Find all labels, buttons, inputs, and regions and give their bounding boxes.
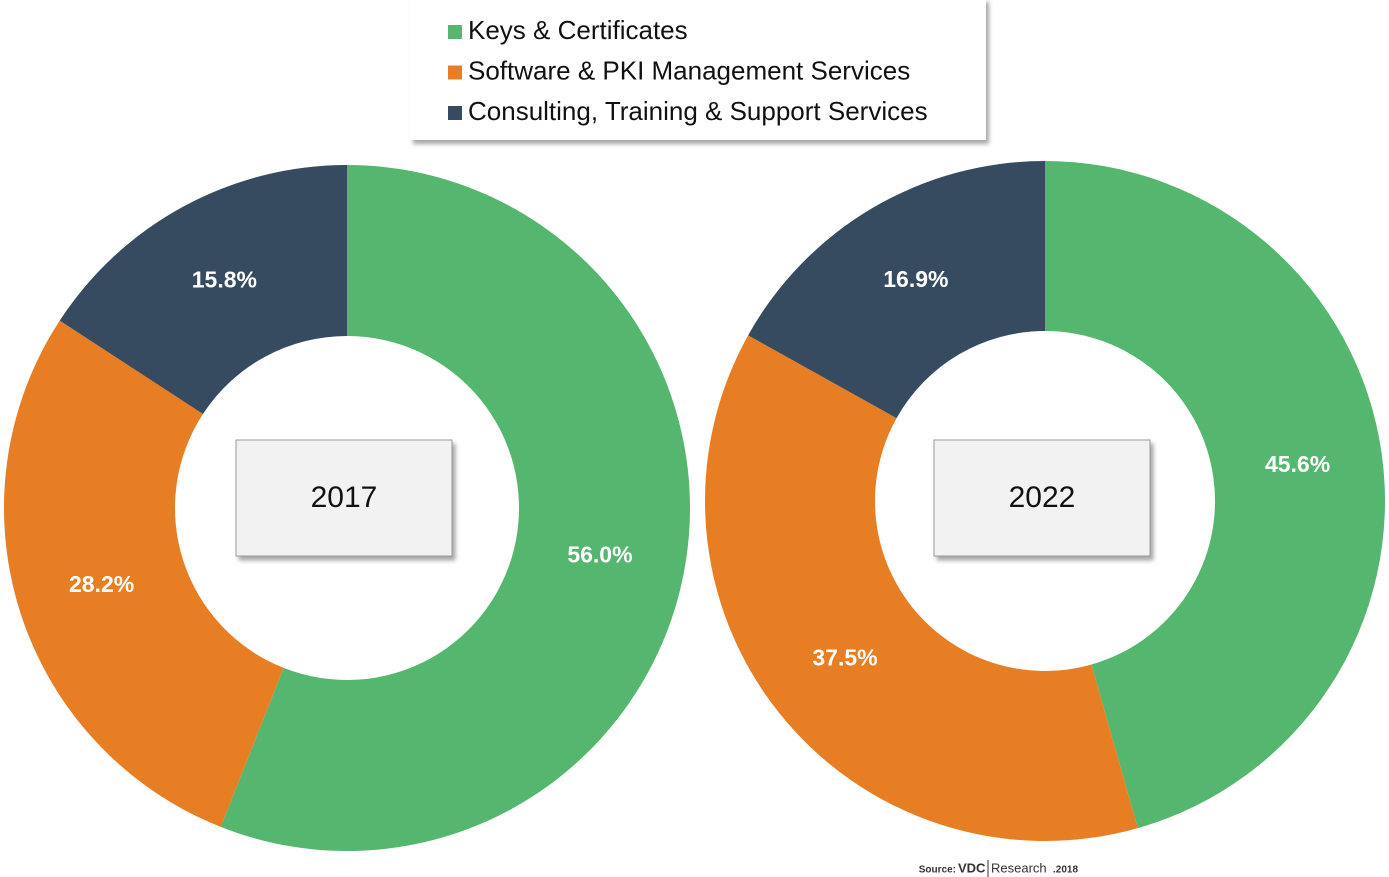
data-label: 15.8% xyxy=(192,267,257,293)
legend-swatch xyxy=(448,25,462,39)
legend-box xyxy=(410,0,986,140)
center-box xyxy=(235,439,453,557)
source-year: .2018 xyxy=(1053,865,1078,876)
center-label: 2022 xyxy=(1009,481,1076,514)
donut-slice xyxy=(705,335,1138,842)
legend-swatch xyxy=(448,65,462,80)
center-box xyxy=(933,439,1151,557)
donut-slice xyxy=(3,320,284,827)
source-brand-right: Research xyxy=(991,860,1047,875)
source-prefix: Source: xyxy=(919,865,956,876)
legend-swatch xyxy=(448,106,462,120)
legend-label: Software & PKI Management Services xyxy=(468,55,910,85)
data-label: 56.0% xyxy=(567,541,632,567)
data-label: 37.5% xyxy=(812,644,877,670)
data-label: 28.2% xyxy=(69,571,134,597)
donut-slice xyxy=(1045,161,1386,829)
donut-slice xyxy=(748,161,1045,419)
donut-slice xyxy=(59,165,348,415)
donut-slice xyxy=(220,165,690,851)
source-brand-left: VDC xyxy=(958,860,986,875)
donuts: 56.0% 28.2% 15.8% 2017 45.6% 37.5% 16.9% 2022 xyxy=(3,161,1386,851)
legend-label: Keys & Certificates xyxy=(468,15,688,45)
data-label: 16.9% xyxy=(883,266,948,292)
legend-label: Consulting, Training & Support Services xyxy=(468,96,928,126)
data-label: 45.6% xyxy=(1265,451,1330,477)
center-label: 2017 xyxy=(311,481,378,514)
legend: Keys & Certificates Software & PKI Manage… xyxy=(448,15,928,126)
source: Source: VDC Research .2018 xyxy=(919,860,1078,877)
